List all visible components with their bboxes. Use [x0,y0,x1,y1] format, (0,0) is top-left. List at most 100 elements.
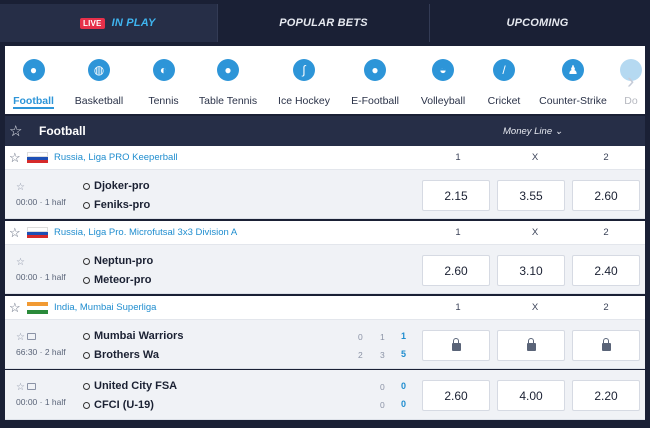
sport-counter-strike[interactable]: ♟ Counter-Strike [529,46,617,114]
lock-icon [601,338,611,351]
russia-flag-icon [27,226,48,239]
lock-icon [526,338,536,351]
league-name: Russia, Liga PRO Keeperball [54,152,178,163]
match-row[interactable]: ☆ 66:30 · 2 half Mumbai Warriors Brother… [5,320,645,369]
odd-x-button[interactable]: 3.55 [497,180,565,211]
league-row[interactable]: ☆ India, Mumbai Superliga 1 X 2 [5,296,645,320]
score-period-1: 0 [380,382,385,392]
score-period-2: 1 [380,332,385,342]
football-icon: ● [22,59,45,81]
odd-x-button-locked[interactable] [497,330,565,361]
match-row[interactable]: ☆ 00:00 · 1 half Neptun-pro Meteor-pro 2… [5,245,645,294]
ball-icon [83,257,90,265]
tab-popular-bets[interactable]: POPULAR BETS [218,4,430,42]
e-football-icon: ● [364,59,386,81]
tab-upcoming[interactable]: UPCOMING [430,4,645,42]
odd-2-button[interactable]: 2.40 [572,255,640,286]
odd-x-button[interactable]: 3.10 [497,255,565,286]
ball-icon [83,401,90,409]
star-icon[interactable]: ☆ [16,332,25,343]
star-icon[interactable]: ☆ [9,123,23,140]
score-total: 0 [401,399,407,409]
chevron-right-icon[interactable]: › [627,68,635,93]
sport-label: E-Football [351,95,399,107]
team-name: CFCI (U-19) [94,399,154,411]
tv-icon [27,383,36,390]
league-row[interactable]: ☆ Russia, Liga Pro. Microfutsal 3x3 Divi… [5,221,645,245]
ball-icon [83,182,90,190]
team-name: Meteor-pro [94,274,152,286]
odd-2-button-locked[interactable] [572,330,640,361]
team-2: Brothers Wa [83,349,159,361]
col-1-label: 1 [455,152,461,163]
sport-volleyball[interactable]: ◒ Volleyball [407,46,479,114]
team-2: Meteor-pro [83,274,151,286]
sport-ice-hockey[interactable]: ∫ Ice Hockey [265,46,343,114]
score-total: 1 [401,331,407,341]
team-name: Neptun-pro [94,255,154,267]
sport-label: Counter-Strike [539,95,607,107]
ice-hockey-icon: ∫ [293,59,315,81]
team-1: Djoker-pro [83,180,150,192]
match-row[interactable]: ☆ 00:00 · 1 half Djoker-pro Feniks-pro 2… [5,170,645,219]
odd-x-button[interactable]: 4.00 [497,380,565,411]
volleyball-icon: ◒ [432,59,454,81]
cricket-icon: / [493,59,515,81]
star-icon[interactable]: ☆ [9,299,21,315]
match-time: 00:00 · 1 half [16,272,66,282]
sport-cricket[interactable]: / Cricket [479,46,529,114]
sport-header: ☆ Football Money Line ⌄ [5,116,645,146]
star-icon[interactable]: ☆ [16,257,25,268]
col-x-label: X [531,227,539,238]
sport-label: Volleyball [420,95,466,107]
ball-icon [83,382,90,390]
sport-tennis[interactable]: ◐ Tennis [136,46,191,114]
col-1-label: 1 [455,227,461,238]
sport-dota[interactable]: Do [617,46,645,114]
tab-in-play[interactable]: LIVE IN PLAY [0,4,218,42]
odd-2-button[interactable]: 2.20 [572,380,640,411]
counter-strike-icon: ♟ [562,59,584,81]
tab-upcoming-label: UPCOMING [506,17,569,29]
star-icon[interactable]: ☆ [16,382,25,393]
score-total: 0 [401,381,407,391]
sport-e-football[interactable]: ● E-Football [343,46,407,114]
team-name: Mumbai Warriors [94,330,184,342]
star-icon[interactable]: ☆ [9,224,21,240]
dota-icon [620,59,642,81]
league-row[interactable]: ☆ Russia, Liga PRO Keeperball 1 X 2 [5,146,645,170]
odd-2-button[interactable]: 2.60 [572,180,640,211]
team-1: Mumbai Warriors [83,330,183,342]
ball-icon [83,276,90,284]
odd-1-button[interactable]: 2.60 [422,255,490,286]
col-1-label: 1 [455,302,461,313]
india-flag-icon [27,301,48,314]
sport-basketball[interactable]: ◍ Basketball [62,46,136,114]
odd-1-button[interactable]: 2.15 [422,180,490,211]
match-time: 66:30 · 2 half [16,347,66,357]
odd-1-button-locked[interactable] [422,330,490,361]
odd-1-button[interactable]: 2.60 [422,380,490,411]
team-name: Brothers Wa [94,349,159,361]
match-row[interactable]: ☆ 00:00 · 1 half United City FSA CFCI (U… [5,370,645,420]
team-2: CFCI (U-19) [83,399,154,411]
top-tabs: LIVE IN PLAY POPULAR BETS UPCOMING [0,0,650,44]
sport-label: Tennis [148,95,179,107]
live-badge: LIVE [80,17,105,29]
score-total: 5 [401,349,407,359]
score-period-1: 0 [358,332,363,342]
star-icon[interactable]: ☆ [9,149,21,165]
match-time: 00:00 · 1 half [16,197,66,207]
sport-label: Cricket [487,95,521,107]
basketball-icon: ◍ [88,59,110,81]
market-select[interactable]: Money Line ⌄ [503,126,563,137]
lock-icon [451,338,461,351]
league-name: Russia, Liga Pro. Microfutsal 3x3 Divisi… [54,227,238,238]
ball-icon [83,201,90,209]
match-time: 00:00 · 1 half [16,397,66,407]
market-label: Money Line [503,125,553,137]
star-icon[interactable]: ☆ [16,182,25,193]
col-x-label: X [531,302,539,313]
sport-football[interactable]: ● Football [5,46,62,114]
sport-table-tennis[interactable]: ● Table Tennis [191,46,265,114]
